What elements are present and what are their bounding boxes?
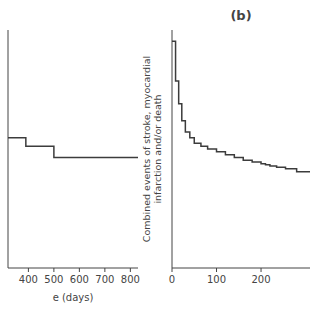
x-tick xyxy=(104,268,105,272)
survival-curve xyxy=(8,138,138,158)
x-tick xyxy=(130,268,131,272)
x-tick xyxy=(79,268,80,272)
y-axis-line xyxy=(8,30,9,268)
title: (b) xyxy=(230,8,251,23)
y-axis-label-line: Combined events of stroke, myocardial xyxy=(141,56,152,242)
x-tick xyxy=(53,268,54,272)
x-tick xyxy=(172,268,173,272)
x-tick-label: 200 xyxy=(251,274,270,285)
x-axis-label: e (days) xyxy=(53,292,94,303)
x-tick-label: 800 xyxy=(121,274,140,285)
x-axis-line xyxy=(172,268,310,269)
x-tick xyxy=(261,268,262,272)
panel: 400 500 600 700 800 e (days) xyxy=(8,30,140,303)
x-tick xyxy=(28,268,29,272)
y-axis-label: Combined events of stroke, myocardialinf… xyxy=(141,56,163,242)
x-tick-label: 500 xyxy=(44,274,63,285)
chart-svg: 400 500 600 700 800 e (days) 0 100 200 Combined e… xyxy=(0,0,320,320)
panel: 0 100 200 Combined events of stroke, myocar… xyxy=(141,8,310,285)
x-tick-label: 600 xyxy=(70,274,89,285)
plot-area xyxy=(8,138,138,158)
plot-area xyxy=(172,41,310,171)
x-tick-label: 100 xyxy=(207,274,226,285)
x-tick xyxy=(216,268,217,272)
x-tick-label: 0 xyxy=(169,274,175,285)
survival-curve xyxy=(172,41,310,171)
y-axis-line xyxy=(172,30,173,268)
x-tick-label: 400 xyxy=(19,274,38,285)
x-axis-line xyxy=(8,268,138,269)
y-axis-label-line: infarction and/or death xyxy=(152,94,163,203)
x-tick-label: 700 xyxy=(95,274,114,285)
